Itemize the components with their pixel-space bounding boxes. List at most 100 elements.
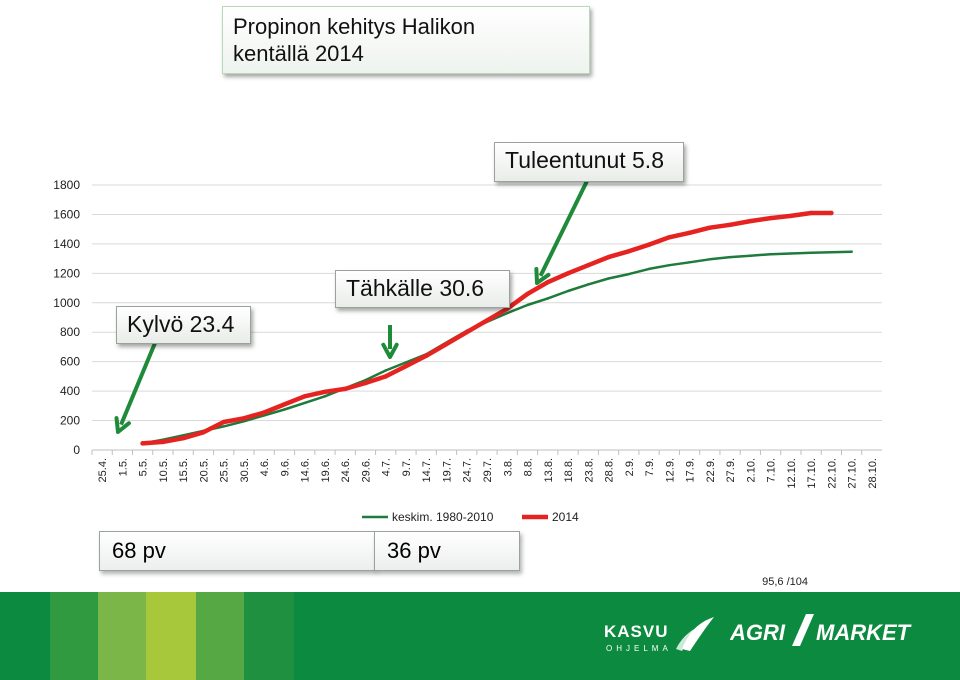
x-tick-label: 22.10.	[826, 458, 838, 489]
duration-box-first: 68 pv	[99, 531, 375, 571]
y-tick-label: 400	[60, 384, 80, 398]
arrowhead-icon	[381, 342, 399, 359]
series-point	[789, 252, 793, 255]
series-point	[160, 439, 166, 445]
footer-stripe	[196, 592, 244, 680]
x-tick-label: 19.7.	[441, 458, 453, 482]
footer-stripe	[50, 592, 98, 680]
kasvu-logo-subtext: OHJELMA	[606, 644, 672, 653]
x-tick-label: 25.5.	[219, 458, 231, 482]
series-point	[809, 251, 813, 254]
x-tick-label: 2.9.	[624, 458, 636, 476]
series-lines	[140, 210, 853, 446]
y-tick-label: 0	[73, 443, 80, 457]
x-tick-label: 29.7.	[482, 458, 494, 482]
series-point	[343, 386, 348, 392]
x-tick-label: 12.9.	[664, 458, 676, 482]
series-point	[403, 363, 409, 369]
x-tick-label: 24.6.	[340, 458, 352, 482]
series-point	[302, 394, 307, 399]
series-point	[606, 254, 611, 260]
x-tick-label: 8.8.	[523, 458, 535, 476]
series-point	[506, 311, 509, 315]
x-tick-label: 1.5.	[117, 458, 129, 476]
series-point	[404, 361, 408, 364]
x-tick-label: 27.9.	[725, 458, 737, 482]
series-point	[646, 242, 652, 247]
series-point	[769, 252, 772, 256]
x-tick-label: 20.5.	[198, 458, 210, 482]
x-tick-label: 29.6.	[360, 458, 372, 482]
series-point	[323, 395, 327, 398]
series-point	[850, 250, 853, 253]
series-point	[788, 213, 794, 219]
series-point	[282, 402, 287, 407]
y-tick-label: 1200	[53, 266, 80, 280]
series-point	[668, 264, 671, 267]
heading-callout: Tähkälle 30.6	[335, 270, 510, 308]
ripening-label: Tuleentunut 5.8	[505, 147, 664, 173]
agri-slash-icon	[792, 614, 814, 646]
arrow-icon	[119, 342, 157, 426]
ripening-callout: Tuleentunut 5.8	[494, 142, 684, 182]
series-point	[424, 353, 429, 358]
series-point	[587, 283, 590, 286]
x-tick-label: 19.6.	[320, 458, 332, 482]
x-tick-label: 14.7.	[421, 458, 433, 482]
x-tick-label: 4.6.	[259, 458, 271, 476]
series-point	[667, 235, 672, 240]
series-point	[626, 249, 631, 254]
series-point	[180, 436, 186, 441]
chart-title: Propinon kehitys Halikon kentällä 2014	[233, 14, 476, 66]
annotation-arrows	[114, 180, 589, 434]
x-tick-label: 7.10.	[766, 458, 778, 482]
arrowhead-icon	[534, 267, 551, 285]
legend-label: 2014	[552, 510, 579, 524]
x-axis: 25.4. 1.5. 5.5. 10.5. 15.5. 20.5. 25.5. 30.5. 4.…	[91, 450, 879, 489]
series-point	[464, 330, 469, 335]
series-point	[687, 230, 692, 236]
sowing-callout: Kylvö 23.4	[116, 306, 251, 344]
series-point	[748, 218, 753, 224]
kasvu-leaf-icon	[676, 627, 698, 651]
market-logo-text: MARKET	[816, 620, 912, 645]
x-tick-label: 13.8.	[543, 458, 555, 482]
series-point	[525, 291, 530, 297]
series-point	[565, 271, 571, 276]
grid-lines	[92, 184, 882, 451]
series-point	[545, 279, 550, 285]
footer-stripe	[244, 592, 294, 680]
series-point	[566, 289, 570, 293]
x-tick-label: 12.10.	[786, 458, 798, 489]
series-point	[322, 389, 328, 395]
series-line	[141, 250, 853, 445]
x-tick-label: 28.8.	[604, 458, 616, 482]
series-point	[749, 254, 752, 257]
series-point	[201, 430, 206, 435]
sowing-label: Kylvö 23.4	[127, 311, 235, 337]
kasvu-leaf-icon	[682, 617, 714, 651]
footnote: 95,6 /104	[762, 576, 808, 588]
series-point	[221, 419, 226, 425]
arrow-icon	[538, 180, 589, 277]
x-tick-label: 18.8.	[563, 458, 575, 482]
footer-bar	[0, 592, 960, 680]
series-point	[607, 277, 610, 280]
y-tick-label: 1000	[53, 296, 80, 310]
series-point	[768, 215, 773, 221]
series-point	[727, 222, 733, 227]
series-point	[140, 441, 145, 446]
x-tick-label: 22.9.	[705, 458, 717, 482]
series-point	[627, 272, 630, 276]
y-tick-label: 200	[60, 414, 80, 428]
series-point	[261, 410, 267, 415]
x-tick-label: 30.5.	[239, 458, 251, 482]
series-point	[222, 425, 225, 428]
x-tick-label: 4.7.	[381, 458, 393, 476]
y-tick-label: 800	[60, 325, 80, 339]
x-tick-label: 24.7.	[462, 458, 474, 482]
series-point	[546, 297, 549, 300]
legend-label: keskim. 1980-2010	[392, 510, 494, 524]
agri-market-logo: AGRI MARKET	[730, 614, 912, 646]
series-point	[241, 416, 247, 421]
